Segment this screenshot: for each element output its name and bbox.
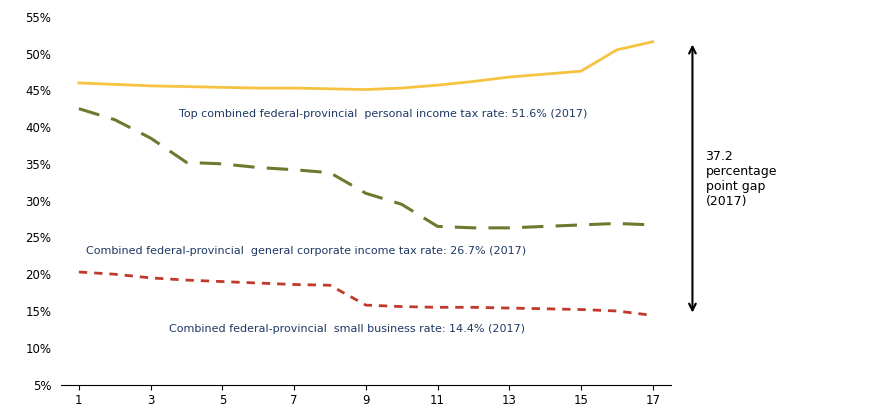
Text: Top combined federal-provincial  personal income tax rate: 51.6% (2017): Top combined federal-provincial personal…	[179, 109, 588, 119]
Text: 37.2
percentage
point gap
(2017): 37.2 percentage point gap (2017)	[706, 150, 777, 208]
Text: Combined federal-provincial  small business rate: 14.4% (2017): Combined federal-provincial small busine…	[169, 324, 524, 334]
Text: Combined federal-provincial  general corporate income tax rate: 26.7% (2017): Combined federal-provincial general corp…	[86, 246, 526, 256]
